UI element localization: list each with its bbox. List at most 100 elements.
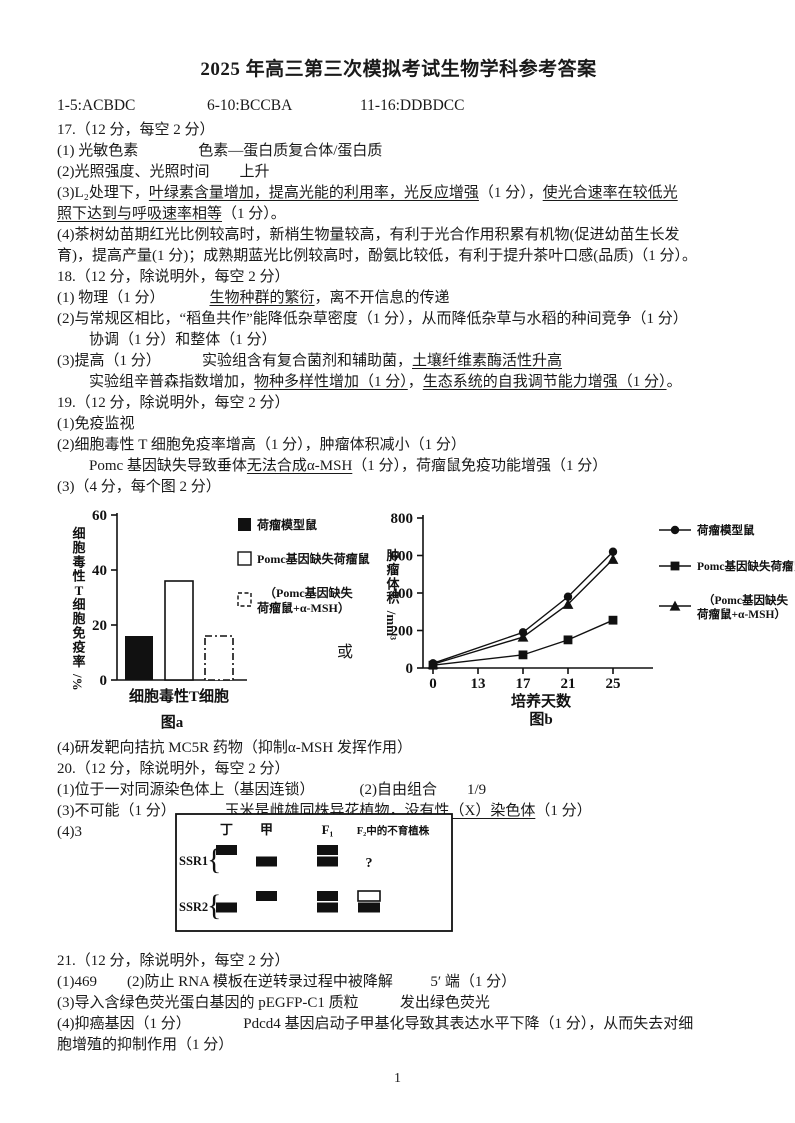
svg-text:细: 细 — [72, 526, 85, 541]
caption-b: 图b — [529, 711, 552, 728]
y-axis-label: 肿瘤体积/mm³ — [384, 548, 400, 640]
svg-text:胞: 胞 — [71, 611, 85, 626]
svg-text:0: 0 — [429, 676, 437, 692]
svg-text:丁: 丁 — [220, 822, 233, 837]
gel-band — [216, 845, 237, 855]
answer-text: 育)，提高产量(1 分)；成熟期蓝光比例较高时，酚氨比较低，有利于提升茶叶口感(… — [57, 248, 697, 264]
answer-text: （1 分），荷瘤鼠免疫功能增强（1 分） — [352, 458, 608, 474]
text-line: 20.（12 分，除说明外，每空 2 分） — [57, 759, 740, 780]
svg-text:0: 0 — [406, 661, 414, 677]
text-line: (1)免疫监视 — [57, 414, 740, 435]
answer-text: (4)研发靶向拮抗 MC5R 药物（抑制α-MSH 发挥作用） — [57, 740, 412, 756]
answer-text: (2)与常规区相比，“稻鱼共作”能降低杂草密度（1 分），从而降低杂草与水稻的种… — [57, 311, 688, 327]
answer-text: 20.（12 分，除说明外，每空 2 分） — [57, 761, 290, 777]
svg-text:培养天数: 培养天数 — [511, 692, 572, 710]
gel-band — [317, 902, 338, 913]
answer-text: (4)抑癌基因（1 分） Pdcd4 基因启动子甲基化导致其表达水平下降（1 分… — [57, 1016, 694, 1032]
svg-text:胞: 胞 — [71, 540, 85, 555]
bar-chart-figure-a: 0204060细胞毒性T细胞免疫率/%细胞毒性T细胞图a荷瘤模型鼠Pomc基因缺… — [70, 508, 370, 731]
answer-text: 18.（12 分，除说明外，每空 2 分） — [57, 269, 290, 285]
svg-text:肿: 肿 — [386, 548, 399, 563]
answer-text: (3)导入含绿色荧光蛋白基因的 pEGFP-C1 质粒 发出绿色荧光 — [57, 995, 490, 1011]
answer-text: Pomc 基因缺失导致垂体 — [89, 458, 247, 474]
text-line: (2)光照强度、光照时间 上升 — [57, 162, 740, 183]
figures-row: 0 20 40 60 细胞毒性 T 细胞免疫率/% 细胞毒性T细胞 图a 荷瘤模型鼠 Pomc基因缺… — [57, 500, 795, 738]
bar-1 — [164, 580, 194, 681]
svg-text:（Pomc基因缺失: （Pomc基因缺失 — [264, 585, 354, 600]
svg-text:400: 400 — [391, 586, 414, 602]
answer-text: 21.（12 分，除说明外，每空 2 分） — [57, 953, 290, 969]
gel-band — [357, 890, 381, 902]
answer-text: （1 分）， — [478, 185, 543, 201]
svg-text:0: 0 — [100, 673, 108, 689]
text-line: 协调（1 分）和整体（1 分） — [57, 330, 740, 351]
answer-text: 胞增殖的抑制作用（1 分） — [57, 1037, 234, 1053]
svg-text:荷瘤鼠+α-MSH）: 荷瘤鼠+α-MSH） — [696, 607, 786, 621]
underlined-answer-text: 生态系统的自我调节能力增强（1 分） — [422, 374, 667, 390]
svg-text:600: 600 — [391, 549, 414, 565]
svg-text:积: 积 — [386, 591, 399, 606]
svg-text:20: 20 — [92, 618, 107, 634]
answer-text: (1) 物理（1 分） — [57, 290, 210, 306]
svg-text:性: 性 — [72, 569, 85, 584]
text-line: Pomc 基因缺失导致垂体无法合成α-MSH（1 分），荷瘤鼠免疫功能增强（1 … — [57, 456, 740, 477]
svg-text:毒: 毒 — [72, 554, 85, 569]
text-line: 实验组辛普森指数增加，物种多样性增加（1 分），生态系统的自我调节能力增强（1 … — [57, 372, 740, 393]
caption-a: 图a — [161, 714, 184, 731]
text-line: (4)3 — [57, 822, 740, 843]
gel-electrophoresis-diagram: 丁甲 F₁ F₂中的不育植株SSR1{SSR2{? — [175, 813, 453, 932]
text-line: 21.（12 分，除说明外，每空 2 分） — [57, 951, 740, 972]
svg-text:免: 免 — [72, 625, 85, 640]
page-title: 2025 年高三第三次模拟考试生物学科参考答案 — [200, 59, 597, 80]
text-line: (3)（4 分，每个图 2 分） — [57, 477, 740, 498]
gel-band — [317, 845, 338, 855]
svg-text:疫: 疫 — [72, 640, 85, 655]
answer-text: (3)（4 分，每个图 2 分） — [57, 479, 221, 495]
svg-text:率: 率 — [72, 654, 85, 669]
gel-band — [317, 891, 338, 901]
underlined-answer-text: 使光合速率在较低光 — [542, 185, 678, 201]
text-line: (3)L₂处理下，叶绿素含量增加，提高光能的利用率，光反应增强（1 分），使光合… — [57, 183, 740, 204]
svg-text:细: 细 — [72, 597, 85, 612]
svg-text:17: 17 — [516, 676, 532, 692]
answer-text: （1 分）。 — [222, 206, 286, 222]
page-number: 1 — [394, 1071, 401, 1086]
svg-text:60: 60 — [92, 508, 107, 524]
text-line: (1)469 (2)防止 RNA 模板在逆转录过程中被降解 5′ 端（1 分） — [57, 972, 740, 993]
gel-bands — [216, 845, 381, 913]
gel-band — [358, 902, 380, 913]
gel-band — [317, 856, 338, 867]
svg-text:Pomc基因缺失荷瘤鼠: Pomc基因缺失荷瘤鼠 — [697, 559, 795, 573]
text-line: (3)导入含绿色荧光蛋白基因的 pEGFP-C1 质粒 发出绿色荧光 — [57, 993, 740, 1014]
svg-text:（Pomc基因缺失: （Pomc基因缺失 — [703, 593, 788, 607]
bar-0 — [125, 636, 153, 680]
answer-text: (2)光照强度、光照时间 上升 — [57, 164, 270, 180]
text-line: (2)细胞毒性 T 细胞免疫率增高（1 分），肿瘤体积减小（1 分） — [57, 435, 740, 456]
text-line: (1) 物理（1 分） 生物种群的繁衍，离不开信息的传递 — [57, 288, 740, 309]
svg-text:13: 13 — [471, 676, 486, 692]
legend: 荷瘤模型鼠 Pomc基因缺失荷瘤鼠 （Pomc基因缺失荷瘤鼠+α-MSH） — [237, 517, 370, 615]
answer-text: ，离不开信息的传递 — [314, 290, 450, 306]
underlined-answer-text: 土壤纤维素酶活性升高 — [412, 353, 563, 369]
svg-text:25: 25 — [606, 676, 621, 692]
gel-diagram-wrap: 丁甲 F₁ F₂中的不育植株 SSR1{SSR2{? — [175, 813, 740, 935]
svg-text:体: 体 — [386, 576, 400, 591]
text-line: 育)，提高产量(1 分)；成熟期蓝光比例较高时，酚氨比较低，有利于提升茶叶口感(… — [57, 246, 740, 267]
svg-text:200: 200 — [391, 624, 414, 640]
svg-text:细胞毒性T细胞: 细胞毒性T细胞 — [129, 687, 229, 705]
answer-text: (4)茶树幼苗期红光比例较高时，新梢生物量较高，有利于光合作用积累有机物(促进幼… — [57, 227, 680, 243]
svg-text:甲: 甲 — [260, 822, 273, 837]
answer-text: (4)3 — [57, 824, 82, 840]
answer-text: 17.（12 分，每空 2 分） — [57, 122, 215, 138]
gel-border — [175, 813, 453, 932]
answer-key-6-10: 6-10:BCCBA — [207, 97, 293, 114]
gel-band — [216, 902, 237, 913]
underlined-answer-text: 无法合成α-MSH — [246, 458, 353, 474]
answer-text: 。 — [666, 374, 682, 390]
text-line: 照下达到与呼吸速率相等（1 分）。 — [57, 204, 740, 225]
answer-text: (3)提高（1 分） 实验组含有复合菌剂和辅助菌， — [57, 353, 412, 369]
svg-text:荷瘤模型鼠: 荷瘤模型鼠 — [696, 523, 755, 537]
svg-text:F₂中的不育植株: F₂中的不育植株 — [357, 824, 430, 837]
